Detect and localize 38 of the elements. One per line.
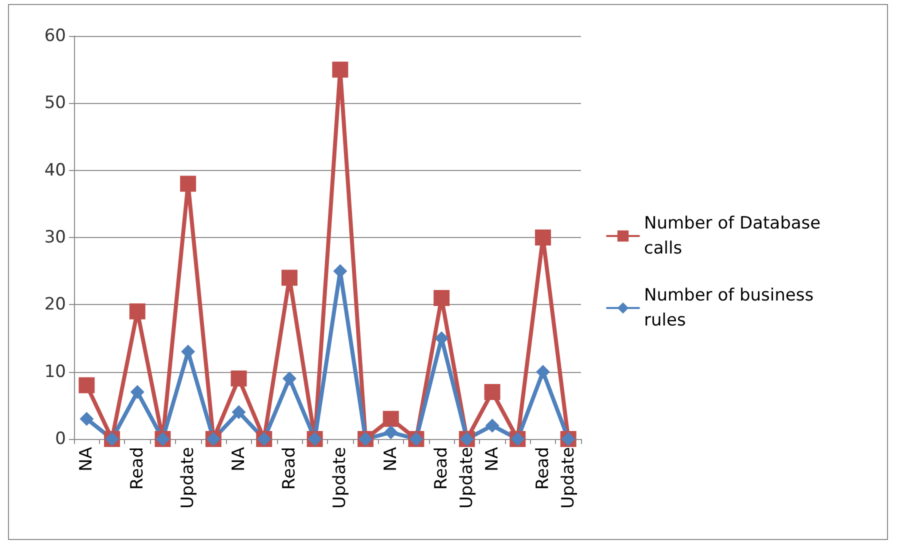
y-tick-label: 30 xyxy=(44,228,66,248)
y-tick-label: 20 xyxy=(44,294,66,315)
point xyxy=(382,410,399,427)
point xyxy=(230,370,247,387)
legend-label: Number of Database calls xyxy=(644,214,826,258)
y-tick-label: 10 xyxy=(44,362,66,382)
point xyxy=(384,425,398,440)
point xyxy=(484,384,500,400)
x-tick-label: Read xyxy=(127,447,148,490)
x-tick-label: NA xyxy=(76,446,97,472)
point xyxy=(332,62,348,78)
point xyxy=(281,270,298,286)
point xyxy=(78,377,95,394)
point xyxy=(180,176,196,192)
y-tick-label: 0 xyxy=(55,429,66,449)
x-tick-label: Update xyxy=(178,447,198,509)
x-tick-label: NA xyxy=(482,446,502,472)
x-tick-label: Update xyxy=(558,447,578,509)
x-tick-label: Read xyxy=(432,447,452,490)
point xyxy=(485,418,500,433)
x-tick-label: Update xyxy=(330,447,350,509)
x-tick-label: Read xyxy=(532,447,553,490)
y-tick-label: 50 xyxy=(44,93,66,114)
point xyxy=(232,405,246,420)
point xyxy=(536,364,550,379)
x-tick-label: NA xyxy=(228,446,249,472)
point xyxy=(434,290,450,306)
y-tick-label: 40 xyxy=(44,160,66,180)
x-tick-label: Read xyxy=(279,447,300,490)
point xyxy=(129,303,146,320)
point xyxy=(282,372,296,386)
x-tick-label: Update xyxy=(456,447,477,509)
x-tick-label: NA xyxy=(380,446,401,472)
y-tick-label: 60 xyxy=(44,26,66,46)
point xyxy=(130,384,144,399)
legend-label: Number of business rules xyxy=(644,286,819,330)
point xyxy=(534,230,551,246)
point xyxy=(80,412,94,426)
